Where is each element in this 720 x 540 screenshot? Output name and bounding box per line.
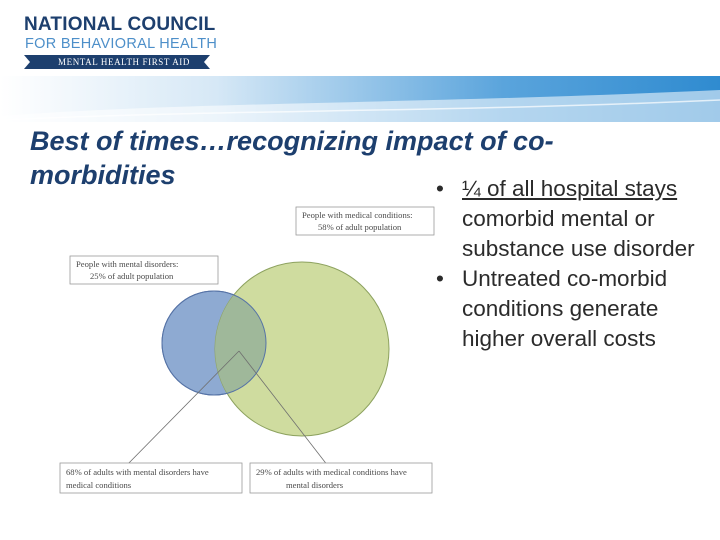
overlap-right-label-line2: mental disorders: [286, 480, 344, 490]
slide-title: Best of times…recognizing impact of co-m…: [30, 126, 554, 190]
mental-label-line2: 25% of adult population: [90, 271, 174, 281]
logo-subtitle: FOR BEHAVIORAL HEALTH: [25, 36, 218, 52]
bullet-dot-icon: •: [436, 176, 444, 201]
overlap-left-label-box: 68% of adults with mental disorders have…: [59, 462, 243, 494]
bullet-dot-icon: •: [436, 266, 444, 291]
mental-label-line1: People with mental disorders:: [76, 259, 178, 269]
overlap-left-label-line1: 68% of adults with mental disorders have: [66, 467, 209, 477]
overlap-right-label-box: 29% of adults with medical conditions ha…: [249, 462, 433, 494]
overlap-left-label-line2: medical conditions: [66, 480, 132, 490]
medical-label-line1: People with medical conditions:: [302, 210, 413, 220]
logo-ribbon-shape: [24, 55, 210, 69]
header-banner: [0, 76, 720, 122]
bullet-underlined-text: ¼ of all hospital stays: [462, 176, 678, 201]
medical-label-line2: 58% of adult population: [318, 222, 402, 232]
overlap-right-label-line1: 29% of adults with medical conditions ha…: [256, 467, 407, 477]
logo-ribbon-label: MENTAL HEALTH FIRST AID: [58, 57, 190, 67]
bullet-text: Untreated co-morbid conditions generate …: [462, 266, 668, 351]
bullet-text: comorbid mental or substance use disorde…: [462, 206, 695, 261]
bullet-item: • Untreated co-morbid conditions generat…: [432, 264, 720, 354]
organization-logo: NATIONAL COUNCIL FOR BEHAVIORAL HEALTH M…: [24, 14, 218, 70]
logo-name: NATIONAL COUNCIL: [24, 14, 216, 35]
medical-label-box: People with medical conditions: 58% of a…: [295, 206, 435, 236]
venn-diagram: People with medical conditions: 58% of a…: [59, 206, 435, 494]
mental-label-box: People with mental disorders: 25% of adu…: [69, 255, 219, 285]
bullet-item: • ¼ of all hospital stays comorbid menta…: [432, 174, 720, 264]
bullet-list: • ¼ of all hospital stays comorbid menta…: [432, 174, 720, 354]
